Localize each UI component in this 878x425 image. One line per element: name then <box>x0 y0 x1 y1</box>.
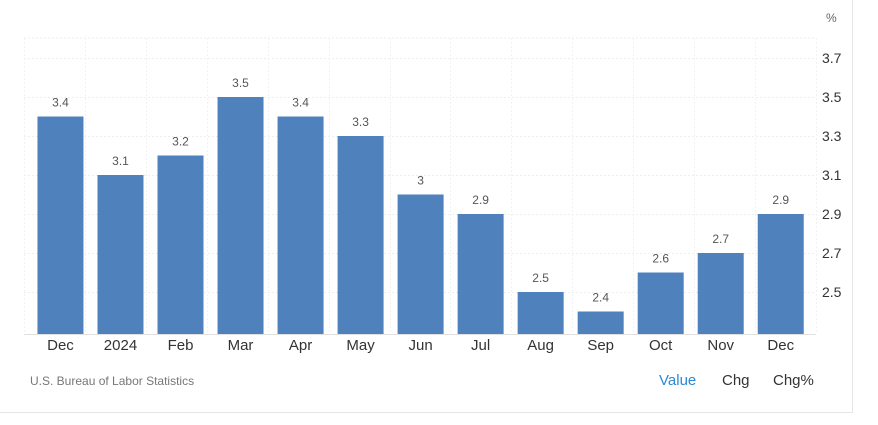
x-tick-label: Dec <box>47 337 74 354</box>
bar <box>697 253 744 334</box>
y-tick-label: 3.5 <box>822 89 842 105</box>
y-tick-label: 3.3 <box>822 128 842 144</box>
tab-chg-percent[interactable]: Chg% <box>773 372 814 389</box>
bar <box>397 194 444 334</box>
data-label: 3.3 <box>352 115 369 129</box>
y-tick-label: 2.9 <box>822 206 842 222</box>
bar <box>457 214 504 334</box>
bar <box>97 175 144 334</box>
x-tick-label: Oct <box>649 337 673 354</box>
data-label: 3.4 <box>292 96 309 110</box>
data-label: 2.7 <box>712 232 729 246</box>
y-tick-label: 3.1 <box>822 167 842 183</box>
data-label: 3.4 <box>52 96 69 110</box>
data-label: 2.6 <box>652 252 669 266</box>
view-tabs: Value Chg Chg% <box>0 372 853 392</box>
data-label: 3.2 <box>172 135 189 149</box>
x-tick-label: Dec <box>767 337 794 354</box>
x-tick-label: Mar <box>228 337 254 354</box>
x-tick-label: Nov <box>707 337 734 354</box>
data-label: 3.5 <box>232 76 249 90</box>
tab-value[interactable]: Value <box>659 372 697 389</box>
x-tick-label: Sep <box>587 337 614 354</box>
y-tick-label: 2.5 <box>822 284 842 300</box>
tab-chg[interactable]: Chg <box>722 372 750 389</box>
bar <box>337 136 384 334</box>
y-tick-label: 3.7 <box>822 50 842 66</box>
data-label: 2.9 <box>472 193 489 207</box>
x-tick-label: Aug <box>527 337 554 354</box>
bar <box>157 155 204 334</box>
chart-frame <box>0 0 853 413</box>
bar <box>37 116 84 334</box>
bar <box>517 292 564 334</box>
bar <box>277 116 324 334</box>
x-tick-label: Feb <box>168 337 194 354</box>
bar <box>637 272 684 334</box>
bar <box>577 311 624 334</box>
x-tick-label: May <box>346 337 375 354</box>
data-label: 2.5 <box>532 271 549 285</box>
data-label: 2.4 <box>592 291 609 305</box>
x-tick-label: Jul <box>471 337 490 354</box>
x-tick-label: Apr <box>289 337 312 354</box>
unit-label: % <box>826 11 837 25</box>
data-label: 3 <box>417 174 424 188</box>
x-tick-label: Jun <box>409 337 433 354</box>
x-tick-label: 2024 <box>104 337 137 354</box>
source-label: U.S. Bureau of Labor Statistics <box>30 374 195 388</box>
y-tick-label: 2.7 <box>822 245 842 261</box>
bar <box>757 214 804 334</box>
data-label: 2.9 <box>772 193 789 207</box>
data-label: 3.1 <box>112 154 129 168</box>
bar <box>217 97 264 334</box>
